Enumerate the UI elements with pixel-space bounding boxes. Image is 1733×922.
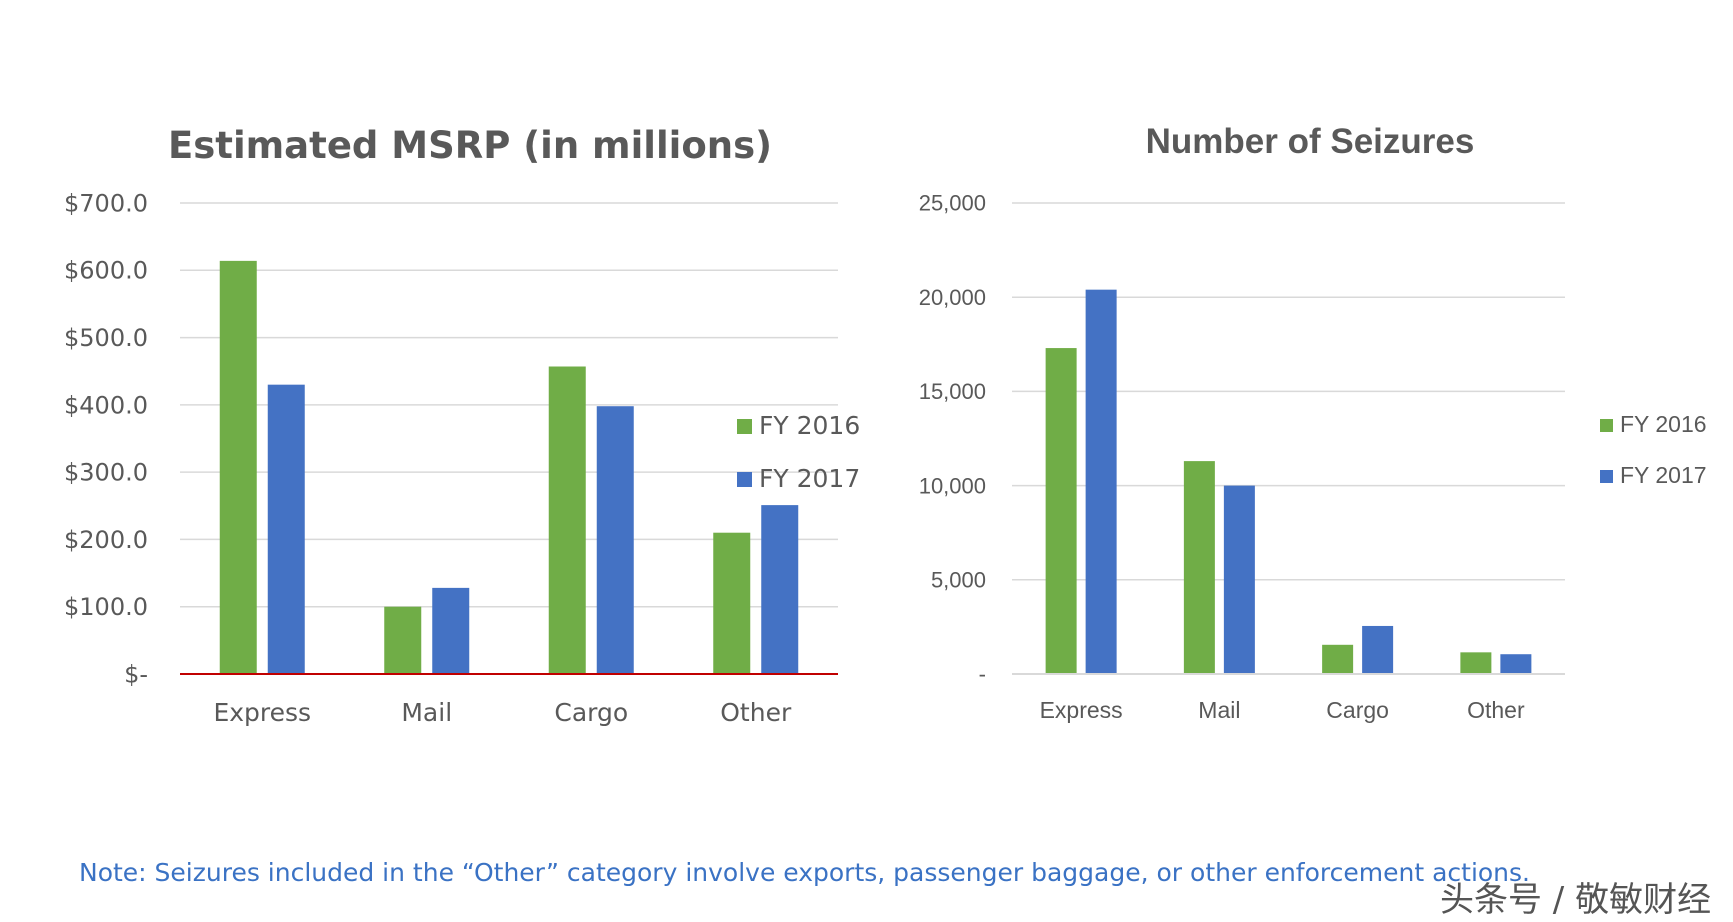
x-category-label: Mail	[1198, 697, 1240, 723]
chart-title: Estimated MSRP (in millions)	[168, 124, 772, 167]
watermark: 头条号 / 敬敏财经	[1440, 880, 1712, 920]
bar-fy-2016-other	[713, 532, 751, 674]
legend-swatch	[1600, 419, 1613, 432]
y-tick-label: 15,000	[919, 379, 986, 404]
bar-fy-2016-cargo	[1322, 644, 1354, 674]
seizures-chart: Number of Seizures - 5,000 10,000 15,000 20,0…	[919, 122, 1707, 723]
x-category-label: Express	[213, 698, 311, 727]
bar-fy-2016-express	[219, 260, 257, 674]
bar-fy-2017-express	[1085, 289, 1117, 674]
legend-swatch	[1600, 470, 1613, 483]
x-category-label: Other	[720, 698, 792, 727]
legend-label: FY 2016	[1620, 411, 1707, 437]
legend-label: FY 2016	[759, 411, 860, 440]
bar-fy-2017-other	[761, 505, 799, 674]
y-tick-label: $200.0	[64, 526, 148, 554]
y-tick-label: $100.0	[64, 593, 148, 621]
msrp-chart: Estimated MSRP (in millions) $- $100.0 $200…	[64, 124, 860, 727]
y-tick-label: $600.0	[64, 257, 148, 285]
y-tick-label: 10,000	[919, 473, 986, 498]
legend-label: FY 2017	[759, 464, 860, 493]
bar-fy-2017-mail	[432, 587, 470, 674]
bar-fy-2016-mail	[1183, 461, 1215, 674]
bar-fy-2016-cargo	[548, 366, 586, 674]
y-tick-label: $700.0	[64, 189, 148, 217]
y-tick-label: 5,000	[931, 568, 986, 593]
y-tick-label: $500.0	[64, 324, 148, 352]
bar-fy-2016-mail	[384, 606, 422, 674]
bar-fy-2016-express	[1045, 348, 1077, 674]
bar-fy-2017-mail	[1223, 485, 1255, 674]
y-tick-label: 25,000	[919, 191, 986, 216]
bar-fy-2017-express	[267, 384, 305, 674]
x-category-label: Mail	[401, 698, 452, 727]
x-category-label: Express	[1040, 697, 1123, 723]
bar-fy-2017-cargo	[1362, 625, 1394, 674]
legend-label: FY 2017	[1620, 462, 1707, 488]
y-tick-label: -	[979, 662, 986, 687]
y-tick-label: $400.0	[64, 391, 148, 419]
bar-fy-2017-other	[1500, 654, 1532, 674]
x-category-label: Cargo	[1326, 697, 1389, 723]
x-category-label: Cargo	[554, 698, 628, 727]
y-tick-label: 20,000	[919, 285, 986, 310]
bar-fy-2016-other	[1460, 652, 1492, 674]
y-tick-label: $300.0	[64, 459, 148, 487]
footnote: Note: Seizures included in the “Other” c…	[79, 858, 1531, 887]
legend-swatch	[737, 419, 752, 434]
legend-swatch	[737, 472, 752, 487]
x-category-label: Other	[1467, 697, 1525, 723]
y-tick-label: $-	[124, 660, 148, 688]
chart-title: Number of Seizures	[1146, 122, 1475, 161]
bar-fy-2017-cargo	[596, 406, 634, 674]
